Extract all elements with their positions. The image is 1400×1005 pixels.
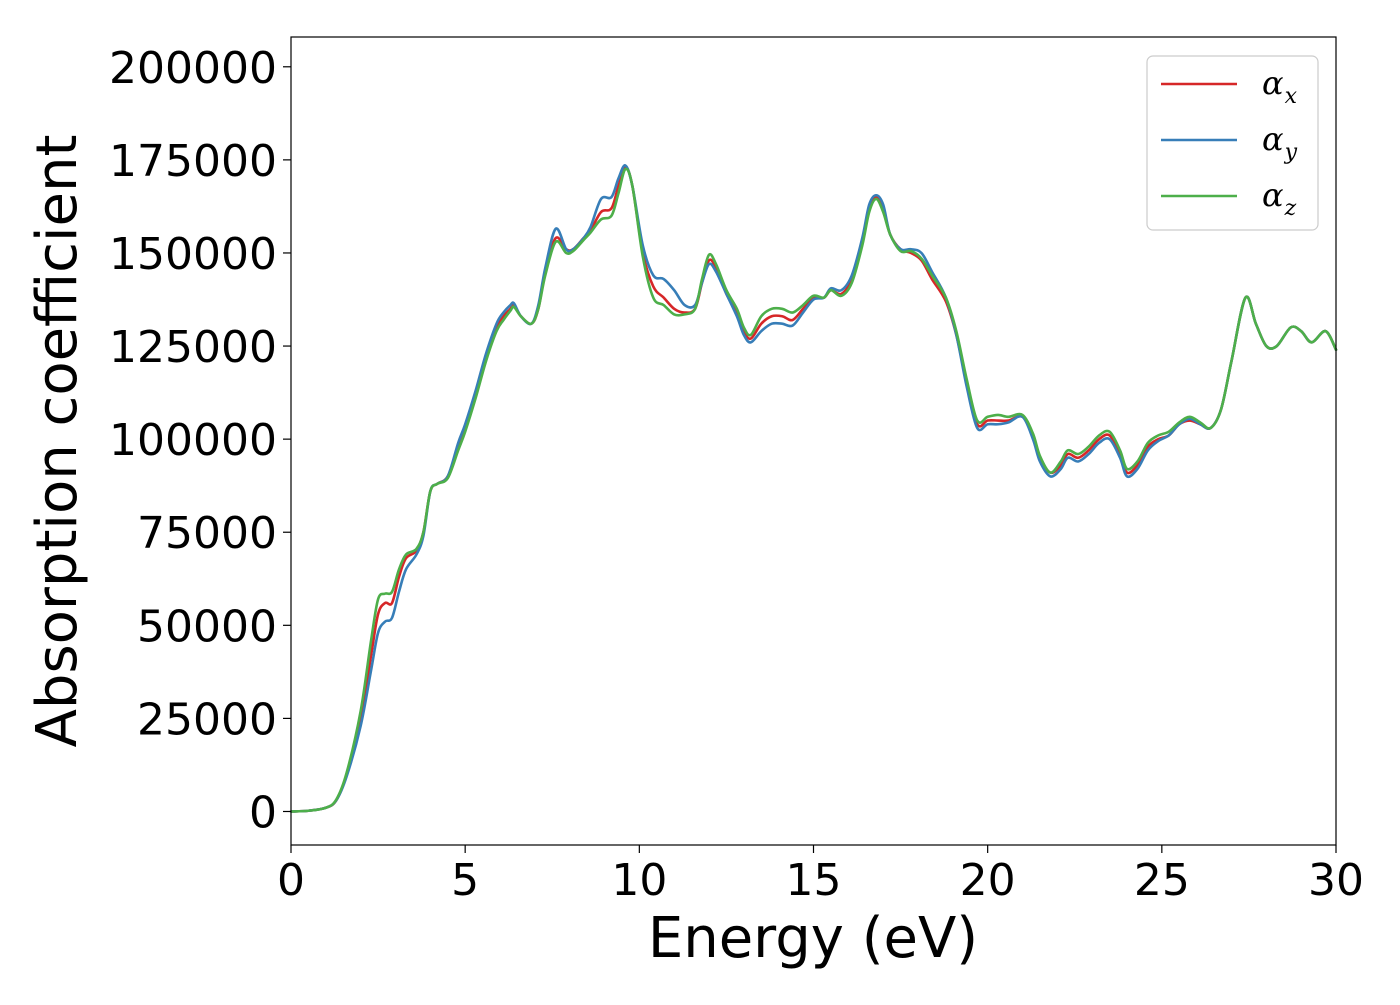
legend-label-x: αx [1262,64,1298,109]
x-tick-label: 25 [1134,855,1190,906]
y-tick-label: 25000 [137,694,277,745]
x-tick-label: 20 [960,855,1016,906]
x-tick-label: 0 [277,855,305,906]
y-tick-label: 0 [249,787,277,838]
series-lines [289,164,1338,813]
series-line-y [289,164,1338,813]
legend-box [1146,55,1319,231]
x-axis-ticks: 0 5 10 15 20 25 30 [277,845,1364,906]
x-tick-label: 5 [451,855,479,906]
y-tick-label: 200000 [109,43,277,94]
series-line-z [289,167,1338,813]
y-tick-label: 50000 [137,601,277,652]
y-tick-label: 75000 [137,508,277,559]
x-axis-label: Energy (eV) [648,906,978,971]
y-axis-ticks: 0 25000 50000 75000 100000 125000 150000 175000… [109,43,291,838]
series-line-x [289,166,1338,813]
legend-items: αx αy αz [1161,64,1298,221]
y-tick-label: 175000 [109,136,277,187]
x-tick-label: 10 [611,855,667,906]
y-tick-label: 150000 [109,229,277,280]
y-axis-label: Absorption coefficient [25,135,90,748]
x-tick-label: 15 [786,855,842,906]
y-tick-label: 100000 [109,415,277,466]
x-tick-label: 30 [1308,855,1364,906]
legend: αx αy αz [1146,55,1319,231]
legend-label-y: αy [1262,120,1298,165]
y-tick-label: 125000 [109,322,277,373]
legend-label-z: αz [1262,176,1297,221]
